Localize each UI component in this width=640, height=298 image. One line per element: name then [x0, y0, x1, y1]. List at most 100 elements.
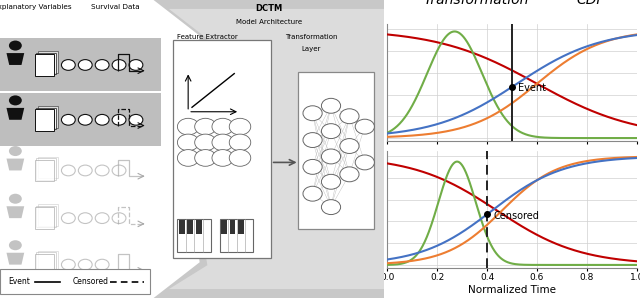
FancyBboxPatch shape: [36, 206, 56, 227]
Circle shape: [61, 259, 76, 270]
FancyBboxPatch shape: [35, 160, 54, 181]
FancyBboxPatch shape: [238, 220, 244, 234]
Circle shape: [78, 259, 92, 270]
FancyBboxPatch shape: [36, 108, 56, 129]
FancyBboxPatch shape: [298, 72, 374, 229]
Circle shape: [303, 106, 322, 121]
Circle shape: [321, 98, 340, 113]
FancyBboxPatch shape: [38, 204, 58, 226]
Circle shape: [61, 165, 76, 176]
FancyBboxPatch shape: [36, 252, 56, 274]
Circle shape: [321, 174, 340, 189]
Circle shape: [195, 150, 216, 166]
Circle shape: [129, 114, 143, 125]
Circle shape: [95, 259, 109, 270]
Circle shape: [212, 150, 234, 166]
FancyBboxPatch shape: [220, 219, 253, 252]
Circle shape: [355, 155, 374, 170]
Text: DCTM: DCTM: [255, 4, 282, 13]
Circle shape: [78, 213, 92, 224]
Circle shape: [61, 60, 76, 70]
FancyBboxPatch shape: [0, 269, 150, 294]
FancyBboxPatch shape: [221, 220, 227, 234]
Text: Censored: Censored: [493, 211, 539, 221]
Circle shape: [78, 114, 92, 125]
FancyBboxPatch shape: [230, 220, 236, 234]
FancyBboxPatch shape: [38, 251, 58, 272]
Text: Feature Extractor: Feature Extractor: [177, 34, 237, 40]
FancyBboxPatch shape: [35, 254, 54, 275]
Circle shape: [177, 150, 199, 166]
FancyBboxPatch shape: [173, 40, 271, 258]
Text: Layer: Layer: [301, 46, 321, 52]
Polygon shape: [6, 159, 24, 170]
Circle shape: [112, 114, 126, 125]
Circle shape: [78, 60, 92, 70]
Circle shape: [9, 240, 22, 250]
Text: Model Architecture: Model Architecture: [236, 19, 302, 25]
Circle shape: [95, 114, 109, 125]
FancyBboxPatch shape: [36, 158, 56, 180]
Circle shape: [95, 60, 109, 70]
Circle shape: [340, 167, 359, 182]
FancyBboxPatch shape: [38, 157, 58, 178]
Circle shape: [112, 213, 126, 224]
Circle shape: [340, 109, 359, 124]
Circle shape: [177, 134, 199, 151]
Circle shape: [95, 165, 109, 176]
Circle shape: [212, 118, 234, 135]
Circle shape: [9, 146, 22, 156]
FancyBboxPatch shape: [196, 220, 202, 234]
Circle shape: [229, 118, 251, 135]
Circle shape: [321, 149, 340, 164]
FancyBboxPatch shape: [177, 219, 211, 252]
Circle shape: [303, 186, 322, 201]
Polygon shape: [6, 206, 24, 218]
Circle shape: [61, 213, 76, 224]
Polygon shape: [6, 53, 24, 65]
Polygon shape: [154, 0, 392, 298]
Circle shape: [195, 118, 216, 135]
Circle shape: [229, 150, 251, 166]
Polygon shape: [6, 253, 24, 265]
Circle shape: [321, 124, 340, 139]
Circle shape: [355, 119, 374, 134]
Text: Explanatory Variables: Explanatory Variables: [0, 4, 72, 10]
Circle shape: [195, 134, 216, 151]
FancyBboxPatch shape: [188, 220, 193, 234]
FancyBboxPatch shape: [35, 54, 54, 76]
FancyBboxPatch shape: [38, 106, 58, 128]
Text: Survival Data: Survival Data: [91, 4, 140, 10]
Circle shape: [129, 60, 143, 70]
Circle shape: [9, 194, 22, 204]
Circle shape: [9, 41, 22, 51]
Circle shape: [229, 134, 251, 151]
FancyBboxPatch shape: [35, 109, 54, 131]
X-axis label: Normalized Time: Normalized Time: [468, 285, 556, 295]
Circle shape: [78, 165, 92, 176]
Polygon shape: [6, 108, 24, 120]
FancyBboxPatch shape: [36, 53, 56, 74]
Circle shape: [303, 159, 322, 174]
Circle shape: [212, 134, 234, 151]
Circle shape: [61, 114, 76, 125]
FancyBboxPatch shape: [0, 38, 161, 91]
FancyBboxPatch shape: [35, 207, 54, 229]
FancyBboxPatch shape: [0, 93, 161, 146]
Legend: Transformation, CDF, PDF, NLL: Transformation, CDF, PDF, NLL: [379, 0, 640, 12]
FancyBboxPatch shape: [179, 220, 185, 234]
Circle shape: [112, 60, 126, 70]
Text: Censored: Censored: [73, 277, 109, 286]
Polygon shape: [169, 9, 392, 289]
Circle shape: [9, 95, 22, 105]
Circle shape: [321, 200, 340, 215]
Circle shape: [112, 165, 126, 176]
FancyBboxPatch shape: [38, 51, 58, 73]
Circle shape: [340, 139, 359, 153]
Circle shape: [177, 118, 199, 135]
Circle shape: [303, 133, 322, 148]
Text: Event: Event: [8, 277, 30, 286]
Circle shape: [95, 213, 109, 224]
Text: Event: Event: [518, 83, 547, 93]
Text: Transformation: Transformation: [285, 34, 337, 40]
